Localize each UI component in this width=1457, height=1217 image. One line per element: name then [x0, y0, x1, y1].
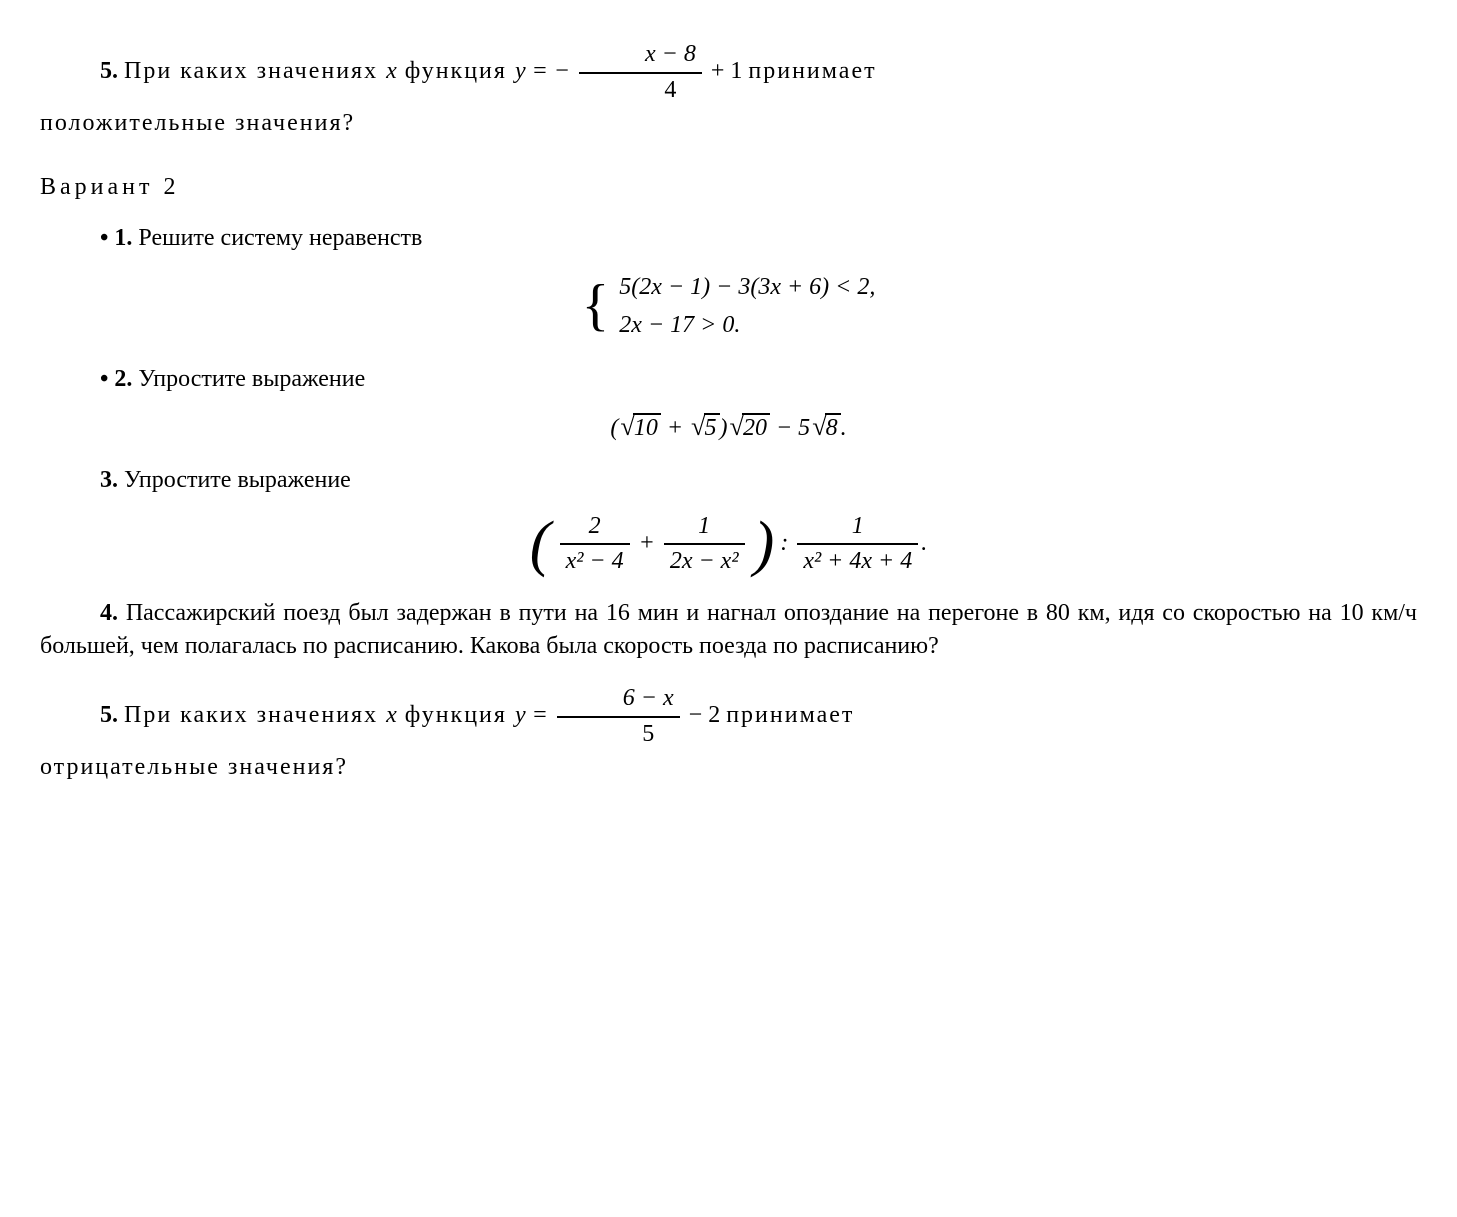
problem-3-text: Упростите выражение	[124, 467, 351, 493]
p2-lparen: (	[610, 415, 618, 441]
problem-3-expr: ( 2x² − 4 + 12x − x² ) : 1x² + 4x + 4.	[40, 510, 1417, 579]
brace-system: { 5(2x − 1) − 3(3x + 6) < 2, 2x − 17 > 0…	[582, 268, 876, 345]
f1-den: x² − 4	[560, 545, 630, 579]
lparen-big-icon: (	[530, 516, 551, 572]
problem-2: • 2. Упростите выражение (10 + 5) 20 − 5 8…	[40, 363, 1417, 446]
brace-lines: 5(2x − 1) − 3(3x + 6) < 2, 2x − 17 > 0.	[619, 268, 875, 345]
p2-rparen: )	[720, 415, 728, 441]
p3-colon: :	[774, 530, 794, 556]
problem-4-marker: 4.	[100, 600, 118, 626]
p3-dot: .	[921, 530, 927, 556]
problem-2-expr: (10 + 5) 20 − 5 8.	[40, 408, 1417, 446]
problem-1-system: { 5(2x − 1) − 3(3x + 6) < 2, 2x − 17 > 0…	[40, 268, 1417, 345]
problem-1-text: Решите систему неравенств	[138, 225, 422, 251]
frac-num-p5: 6 − x	[557, 682, 680, 718]
var-x-2: x	[386, 702, 397, 728]
f2-den: 2x − x²	[664, 545, 745, 579]
p2-minus5: − 5	[770, 415, 810, 441]
system-line-2: 2x − 17 > 0.	[619, 306, 875, 344]
sqrt-5: 5	[691, 408, 719, 446]
p2-plus: +	[661, 415, 689, 441]
problem-2-title: • 2. Упростите выражение	[40, 363, 1417, 397]
problem-1-marker: • 1.	[100, 225, 132, 251]
sqrt-8: 8	[812, 408, 840, 446]
problem-1: • 1. Решите систему неравенств { 5(2x − …	[40, 222, 1417, 344]
rparen-big-icon: )	[754, 516, 775, 572]
problem-5-top-marker: 5.	[100, 58, 118, 84]
problem-5-text-a: При каких значениях	[124, 702, 386, 728]
problem-5-top-text-a: При каких значениях	[124, 58, 386, 84]
fraction: x − 84	[579, 38, 702, 107]
frac-den: 4	[579, 74, 702, 108]
eq-lhs: y = −	[515, 58, 576, 84]
rad-5: 5	[704, 413, 720, 441]
rad-10: 10	[633, 413, 661, 441]
problem-5-top-line2: положительные значения?	[40, 107, 1417, 141]
frac-den-p5: 5	[557, 718, 680, 752]
rad-8: 8	[825, 413, 841, 441]
f3-den: x² + 4x + 4	[797, 545, 918, 579]
eq-tail-2: − 2	[683, 702, 721, 728]
problem-5-top: 5. При каких значениях x функция y = − x…	[40, 38, 1417, 141]
problem-4-text: Пассажирский поезд был задержан в пути н…	[40, 600, 1417, 660]
f3-num: 1	[797, 510, 918, 546]
sqrt-20: 20	[730, 408, 770, 446]
sqrt-10: 10	[620, 408, 660, 446]
variant-heading: Вариант 2	[40, 171, 1417, 205]
problem-2-text: Упростите выражение	[138, 366, 365, 392]
var-x: x	[386, 58, 397, 84]
problem-5-top-text-c: принимает	[748, 58, 876, 84]
frac-num: x − 8	[579, 38, 702, 74]
problem-5-text-c: принимает	[726, 702, 854, 728]
p3-plus: +	[633, 530, 661, 556]
problem-5-marker: 5.	[100, 702, 118, 728]
problem-3-title: 3. Упростите выражение	[40, 464, 1417, 498]
p2-dot: .	[841, 415, 847, 441]
problem-3-marker: 3.	[100, 467, 118, 493]
rad-20: 20	[742, 413, 770, 441]
problem-1-title: • 1. Решите систему неравенств	[40, 222, 1417, 256]
problem-5-text-b: функция	[397, 702, 515, 728]
problem-5-line2: отрицательные значения?	[40, 751, 1417, 785]
problem-4: 4. Пассажирский поезд был задержан в пут…	[40, 597, 1417, 664]
problem-5: 5. При каких значениях x функция y = 6 −…	[40, 682, 1417, 785]
problem-3: 3. Упростите выражение ( 2x² − 4 + 12x −…	[40, 464, 1417, 579]
fraction-3: 1x² + 4x + 4	[797, 510, 918, 579]
f2-num: 1	[664, 510, 745, 546]
problem-5-top-text-b: функция	[397, 58, 515, 84]
problem-5-line1: 5. При каких значениях x функция y = 6 −…	[40, 682, 1417, 751]
fraction-1: 2x² − 4	[560, 510, 630, 579]
eq-lhs-2: y =	[515, 702, 554, 728]
brace-left-icon: {	[582, 283, 610, 329]
f1-num: 2	[560, 510, 630, 546]
system-line-1: 5(2x − 1) − 3(3x + 6) < 2,	[619, 268, 875, 306]
fraction-2: 12x − x²	[664, 510, 745, 579]
problem-5-top-line1: 5. При каких значениях x функция y = − x…	[40, 38, 1417, 107]
eq-tail: + 1	[705, 58, 743, 84]
fraction-p5: 6 − x5	[557, 682, 680, 751]
problem-2-marker: • 2.	[100, 366, 132, 392]
